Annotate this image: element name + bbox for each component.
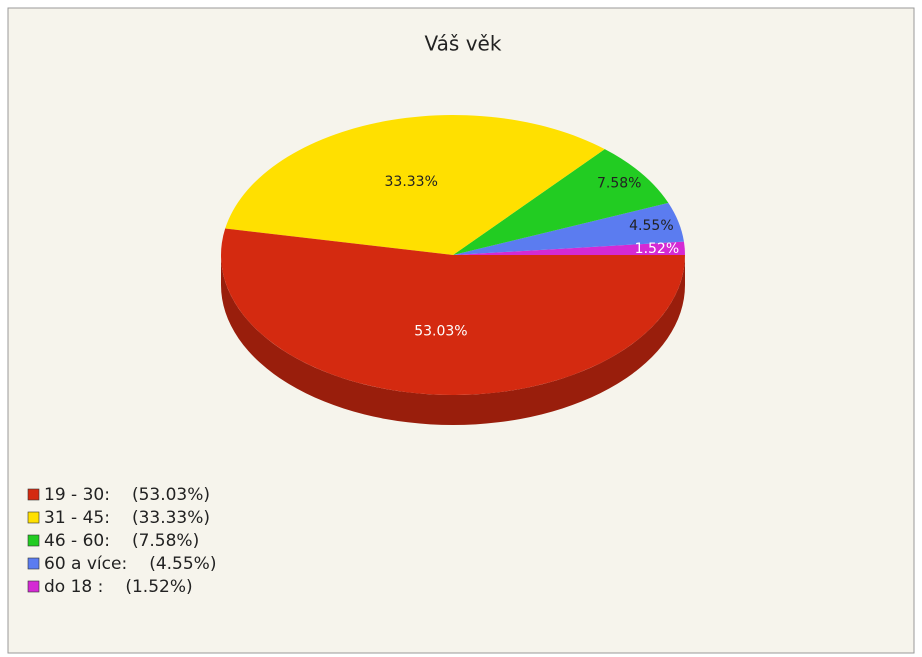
legend-value: (4.55%)	[149, 554, 216, 574]
legend-swatch	[27, 557, 40, 570]
legend-label: 46 - 60:	[44, 531, 110, 551]
legend-value: (7.58%)	[132, 531, 199, 551]
legend-swatch	[27, 488, 40, 501]
legend-label: do 18 :	[44, 577, 103, 597]
legend-value: (33.33%)	[132, 508, 210, 528]
legend-value: (53.03%)	[132, 485, 210, 505]
pie-slice	[453, 202, 684, 255]
data-label: 53.03%	[414, 324, 467, 340]
legend-swatch	[27, 511, 40, 524]
legend-value: (1.52%)	[125, 577, 192, 597]
legend-label: 31 - 45:	[44, 508, 110, 528]
data-label: 33.33%	[385, 174, 438, 190]
legend-label: 60 a více:	[44, 554, 127, 574]
pie-slice	[453, 241, 685, 255]
legend-swatch	[27, 580, 40, 593]
pie-slice-side	[221, 255, 685, 425]
pie-slice	[221, 228, 686, 395]
chart-title: Váš věk	[425, 32, 502, 56]
data-label: 4.55%	[629, 218, 673, 234]
pie-slice	[225, 114, 605, 255]
pie-slice	[453, 149, 669, 255]
legend-swatch	[27, 534, 40, 547]
data-label: 7.58%	[597, 175, 641, 191]
data-label: 1.52%	[635, 241, 679, 257]
legend-label: 19 - 30:	[44, 485, 110, 505]
